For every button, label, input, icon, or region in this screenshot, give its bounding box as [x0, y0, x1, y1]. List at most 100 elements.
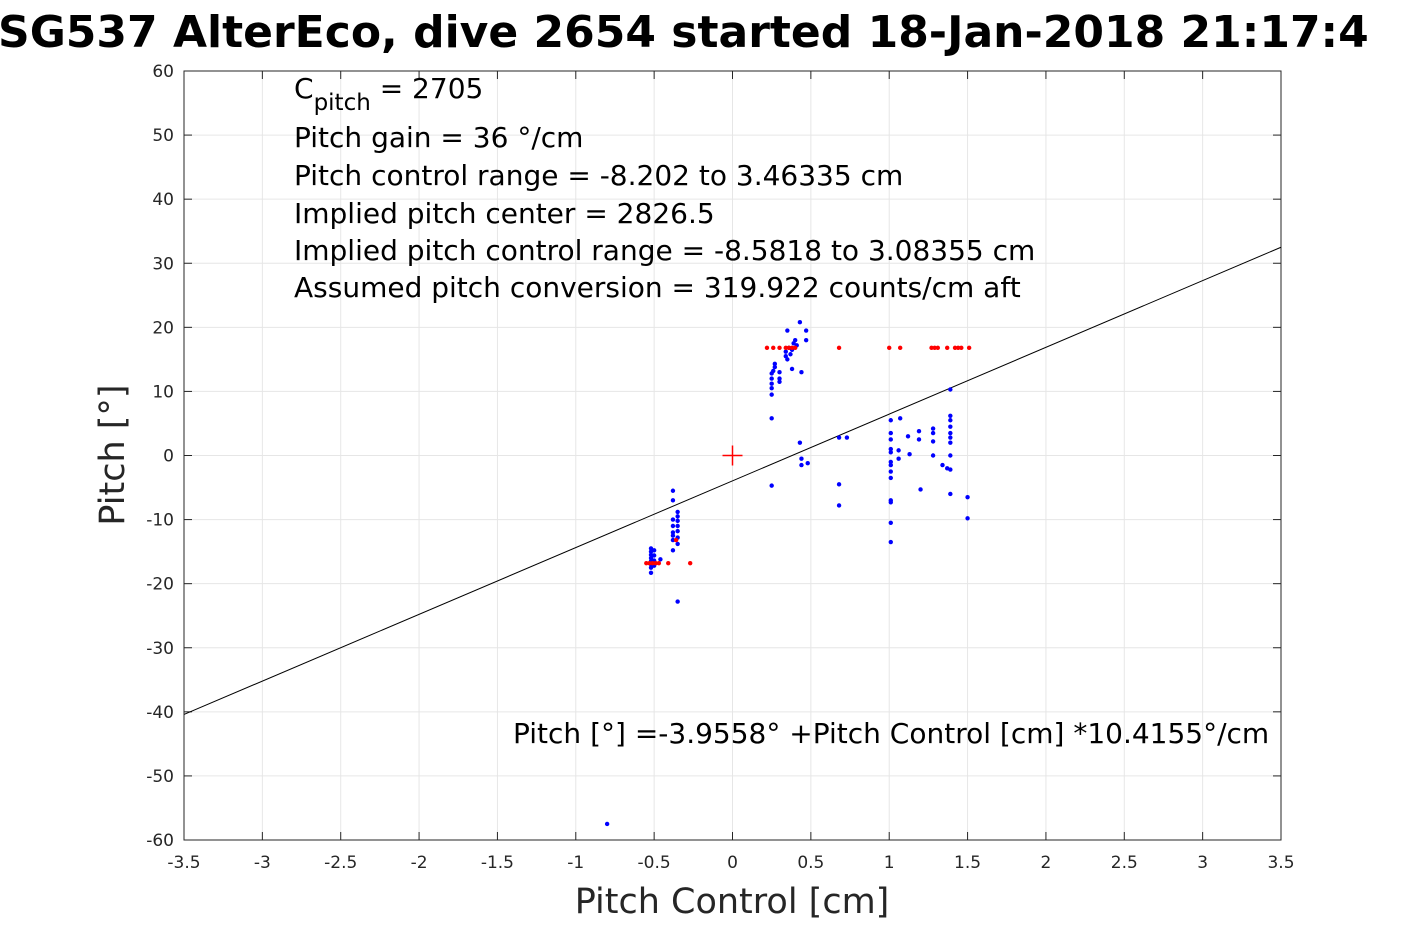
data-point — [771, 345, 776, 351]
x-tick-label: -0.5 — [638, 853, 671, 873]
pitch-control-range-annotation: Pitch control range = -8.202 to 3.46335 … — [294, 159, 903, 192]
y-axis-label: Pitch [°] — [93, 384, 133, 525]
series-1 — [644, 345, 972, 566]
data-point — [785, 328, 790, 333]
data-point — [783, 349, 788, 354]
data-point — [675, 541, 680, 547]
data-point — [777, 345, 782, 351]
data-point — [769, 386, 774, 391]
data-point — [948, 413, 953, 418]
data-point — [651, 548, 657, 553]
data-point — [675, 523, 680, 529]
data-point — [788, 352, 793, 357]
data-point — [930, 430, 936, 436]
y-tick-label: 40 — [152, 190, 174, 210]
data-point — [888, 437, 893, 442]
data-point — [836, 435, 842, 440]
data-point — [948, 491, 953, 497]
x-tick-label: 3 — [1197, 853, 1208, 873]
data-point — [948, 430, 953, 436]
data-point — [836, 503, 842, 508]
data-point — [959, 345, 964, 351]
data-point — [888, 520, 893, 525]
implied-range-annotation: Implied pitch control range = -8.5818 to… — [294, 234, 1035, 267]
data-point — [905, 434, 911, 439]
data-point — [888, 475, 893, 481]
data-point — [948, 424, 953, 429]
data-layer — [183, 246, 1282, 827]
data-point — [932, 345, 937, 351]
x-tick-label: -3 — [254, 853, 271, 873]
data-point — [888, 450, 893, 455]
chart-title: SG537 AlterEco, dive 2654 started 18-Jan… — [0, 7, 1369, 58]
data-point — [769, 483, 774, 488]
data-point — [670, 523, 676, 529]
data-point — [797, 440, 803, 445]
data-point — [929, 345, 934, 351]
series-layer — [604, 320, 972, 827]
data-point — [888, 469, 893, 474]
x-tick-label: 1.5 — [954, 853, 981, 873]
data-point — [918, 487, 923, 492]
grid-lines — [183, 70, 1282, 841]
x-tick-label: 0 — [727, 853, 738, 873]
data-point — [644, 560, 649, 566]
data-point — [888, 446, 893, 452]
data-point — [764, 345, 770, 351]
data-point — [675, 514, 680, 519]
y-tick-label: -10 — [146, 511, 174, 531]
data-point — [952, 345, 958, 351]
data-point — [965, 516, 970, 521]
data-point — [797, 320, 803, 325]
x-tick-label: 1 — [884, 853, 895, 873]
data-point — [772, 361, 778, 367]
data-point — [887, 345, 892, 351]
fit-equation-annotation: Pitch [°] =-3.9558° +Pitch Control [cm] … — [513, 717, 1269, 750]
data-point — [897, 345, 903, 351]
y-tick-label: 10 — [152, 382, 174, 402]
data-point — [650, 560, 655, 566]
data-point — [888, 430, 893, 436]
x-tick-label: -3.5 — [167, 853, 200, 873]
x-axis-label: Pitch Control [cm] — [575, 882, 890, 922]
data-point — [803, 328, 809, 333]
data-point — [769, 416, 774, 421]
data-point — [888, 459, 893, 465]
c-pitch-subscript: pitch — [314, 90, 371, 116]
implied-center-annotation: Implied pitch center = 2826.5 — [294, 197, 715, 230]
data-point — [888, 539, 893, 545]
data-point — [805, 460, 810, 466]
data-point — [670, 498, 676, 503]
data-point — [769, 392, 774, 397]
y-tick-label: 0 — [163, 447, 174, 467]
data-point — [769, 376, 774, 381]
data-point — [897, 416, 903, 421]
data-point — [675, 518, 680, 524]
data-point — [803, 337, 809, 343]
data-point — [786, 345, 792, 351]
data-point — [772, 364, 778, 370]
data-point — [670, 530, 676, 535]
data-point — [777, 376, 782, 381]
data-point — [670, 537, 676, 543]
data-point — [955, 345, 961, 351]
data-point — [948, 467, 953, 472]
data-point — [670, 488, 676, 493]
data-point — [675, 528, 680, 534]
y-tick-label: 20 — [152, 318, 174, 338]
data-point — [648, 555, 654, 561]
c-pitch-annotation: Cpitch = 2705 — [294, 72, 483, 116]
data-point — [888, 500, 893, 505]
data-point — [604, 821, 610, 827]
y-axis-ticks: 60 50 40 30 20 10 0 -10 -20 -30 -40 -50 -60 — [146, 62, 1281, 851]
data-point — [647, 560, 652, 566]
data-point — [789, 345, 795, 351]
annotation-block: Cpitch = 2705 Pitch gain = 36 °/cm Pitch… — [294, 72, 1269, 750]
data-point — [948, 453, 953, 458]
x-tick-label: -1.5 — [481, 853, 514, 873]
data-point — [777, 379, 782, 385]
y-tick-label: 30 — [152, 254, 174, 274]
y-tick-label: -60 — [146, 831, 174, 851]
series-0 — [604, 320, 970, 827]
